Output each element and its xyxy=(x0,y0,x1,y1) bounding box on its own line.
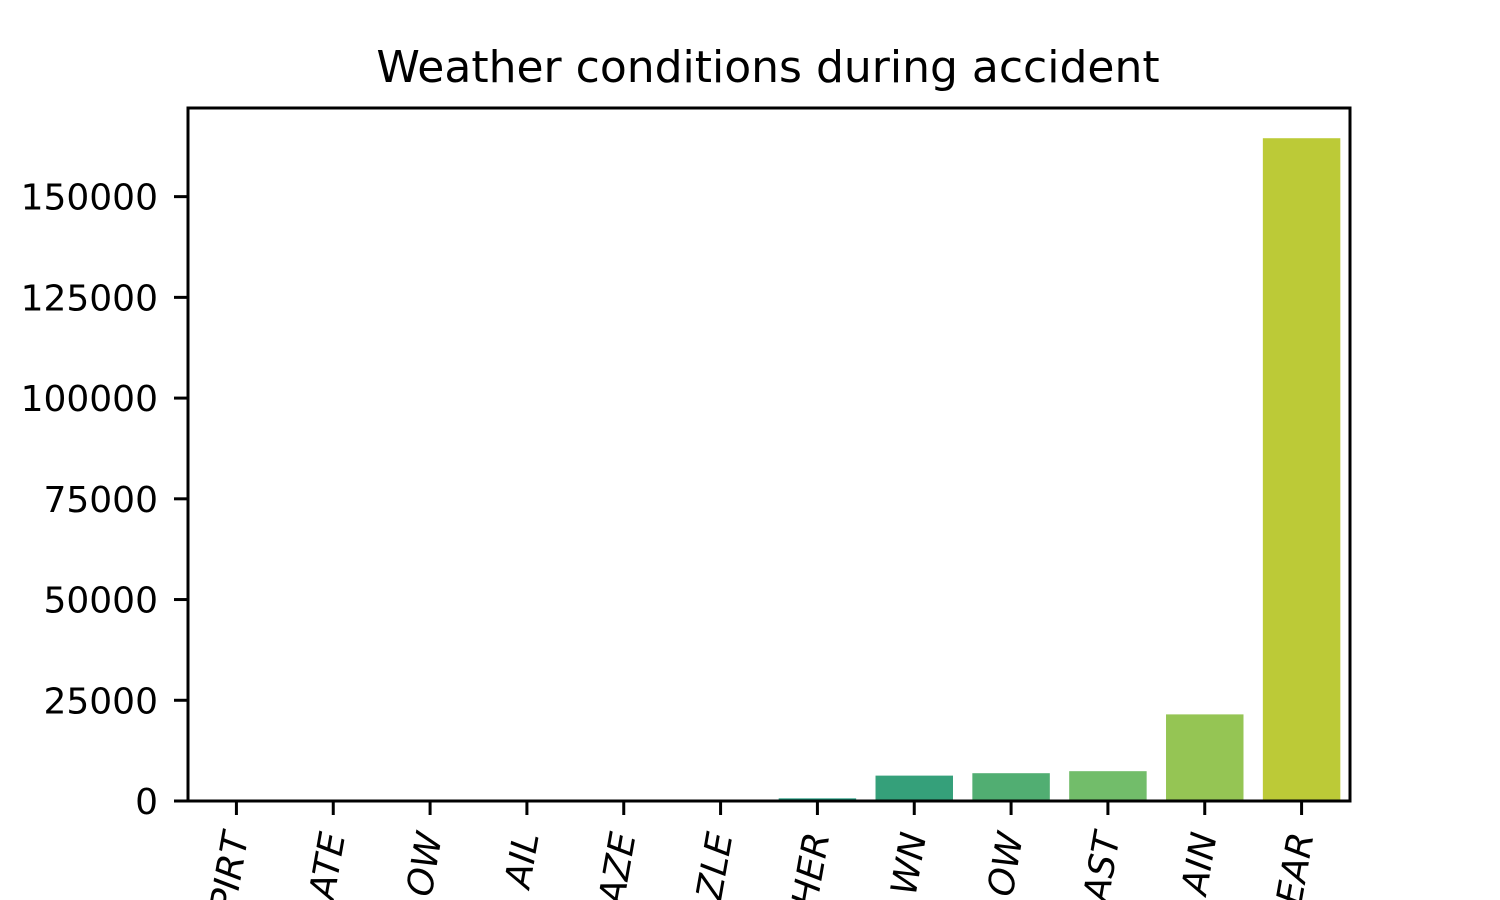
x-tick-label: ZLE xyxy=(689,829,741,900)
y-tick-label: 75000 xyxy=(43,480,158,521)
plot-frame xyxy=(186,106,1352,803)
y-axis: 0 25000 50000 75000 100000 125000 150000 xyxy=(21,178,188,823)
bar xyxy=(1069,771,1147,801)
x-tick-label: EAR xyxy=(1269,829,1322,900)
bar xyxy=(1166,714,1244,802)
y-tick-label: 50000 xyxy=(43,581,158,622)
bar xyxy=(875,775,953,801)
bar xyxy=(972,773,1050,801)
y-tick-label: 25000 xyxy=(43,681,158,722)
x-tick-label: ATE xyxy=(302,829,354,900)
x-tick-label: AIL xyxy=(497,829,547,893)
bar xyxy=(1262,138,1341,802)
y-tick-label: 150000 xyxy=(21,178,158,219)
x-tick-label: WN xyxy=(884,829,935,898)
y-tick-label: 125000 xyxy=(21,278,158,319)
bars-group xyxy=(197,138,1341,802)
x-tick-label: OW xyxy=(980,828,1032,899)
y-tick-label: 0 xyxy=(135,782,158,823)
x-tick-label: HER xyxy=(785,829,838,900)
x-tick-label: PIRT xyxy=(203,826,258,900)
y-tick-label: 100000 xyxy=(21,379,158,420)
chart-title: Weather conditions during accident xyxy=(376,42,1159,93)
x-tick-label: AST xyxy=(1076,826,1129,900)
x-tick-label: AZE xyxy=(591,829,644,900)
x-tick-label: OW xyxy=(399,828,451,899)
x-axis: PIRT ATE OW AIL AZE ZLE HER WN OW AST AIN EAR xyxy=(203,801,1322,900)
x-tick-label: AIN xyxy=(1174,829,1226,899)
